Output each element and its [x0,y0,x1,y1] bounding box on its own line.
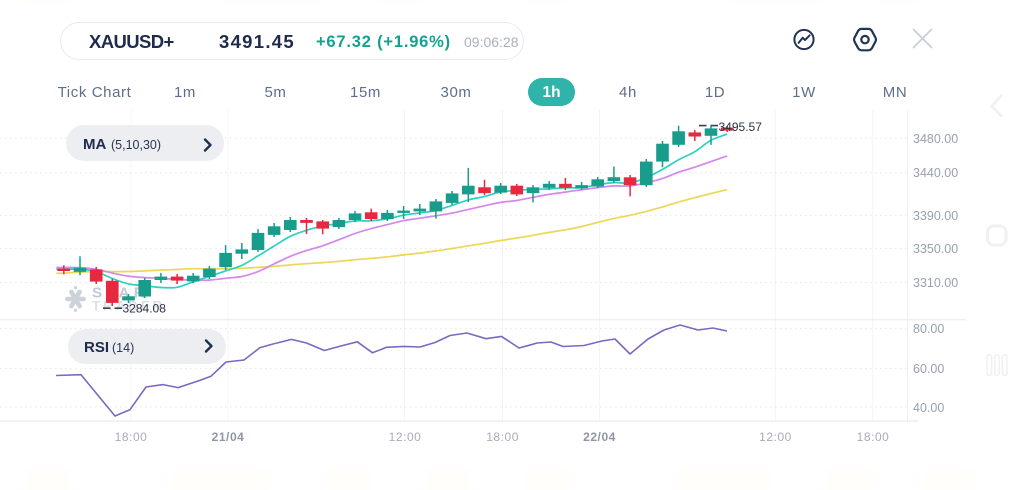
svg-text:3284.08: 3284.08 [123,301,167,315]
svg-text:3495.57: 3495.57 [719,120,763,134]
